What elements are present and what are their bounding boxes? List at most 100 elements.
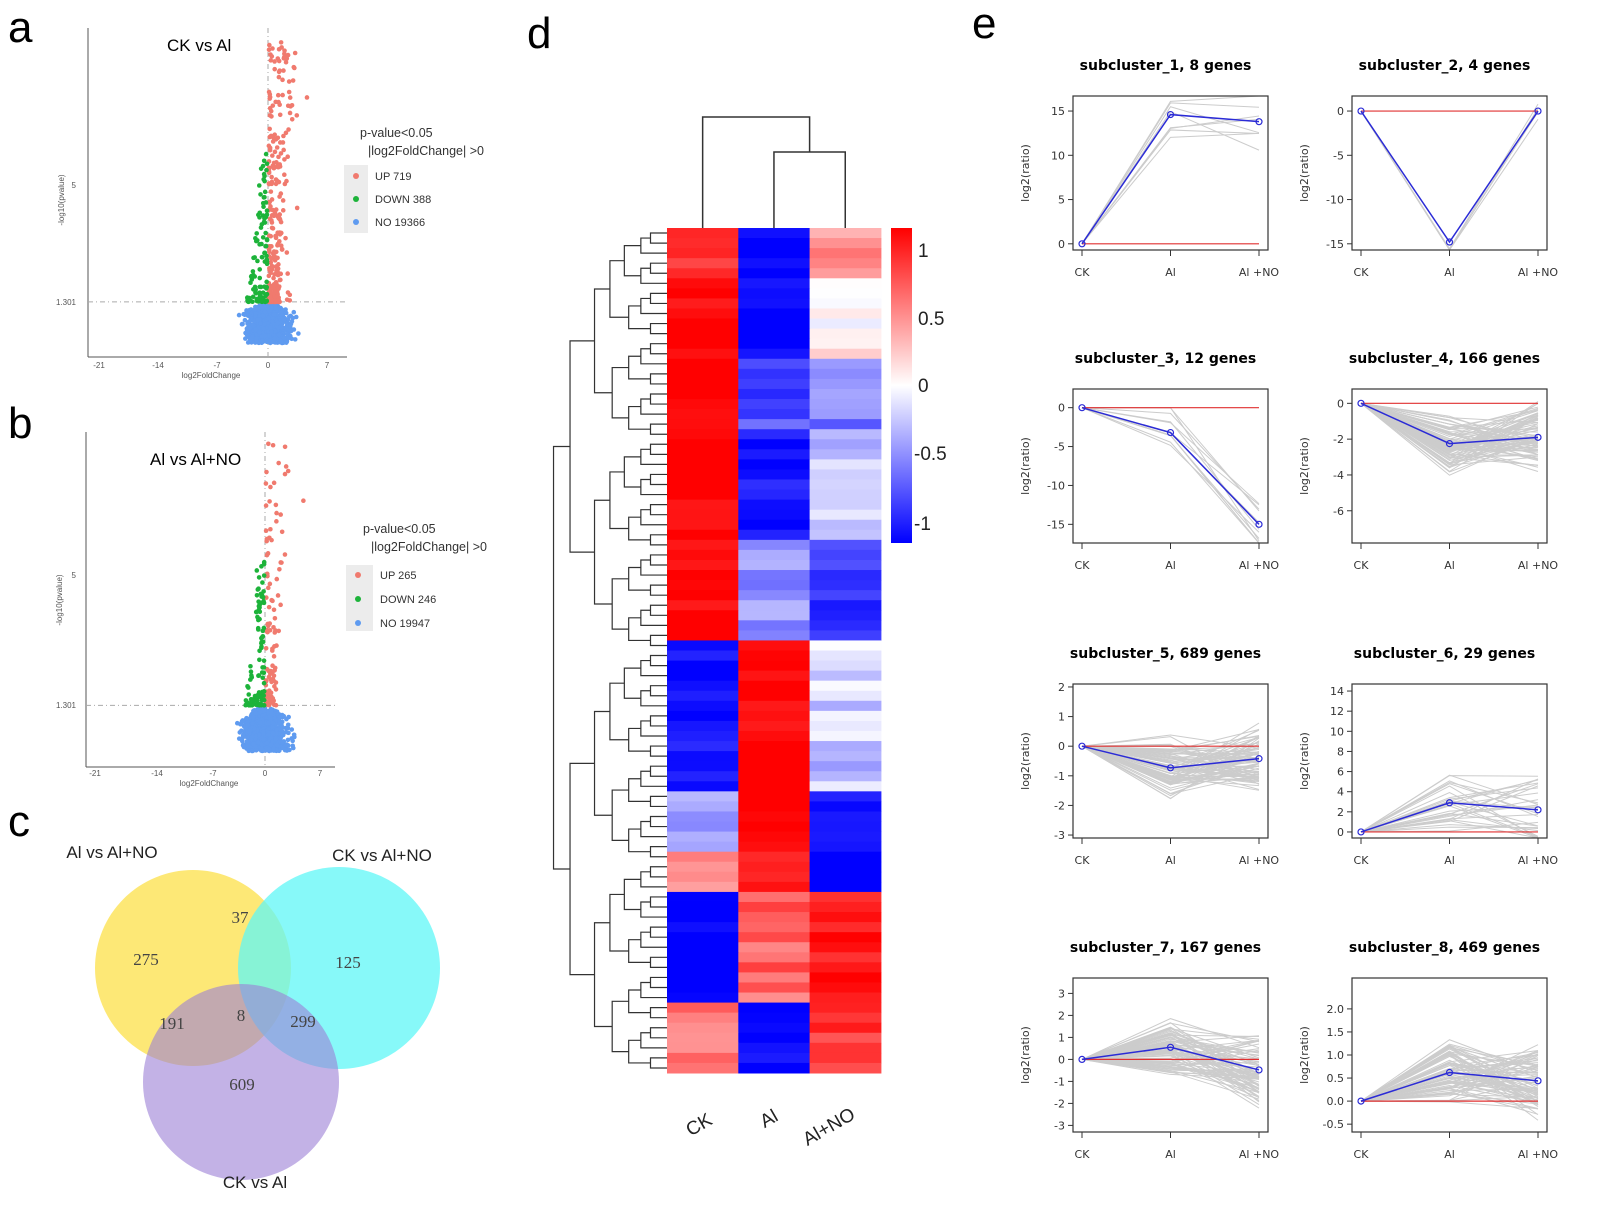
volcano-point-down xyxy=(250,697,255,702)
row-dendrogram-branch xyxy=(609,893,629,952)
heatmap-cell xyxy=(667,429,739,440)
volcano-point-no xyxy=(269,710,274,716)
volcano-point-no xyxy=(271,746,276,752)
volcano-point-up xyxy=(268,189,274,194)
gene-profile-line xyxy=(1081,745,1260,778)
volcano-point-no xyxy=(296,331,301,336)
volcano-point-up xyxy=(277,299,282,305)
volcano-point-down xyxy=(246,685,251,690)
heatmap-cell xyxy=(738,901,811,913)
x-tick-label: Al xyxy=(1444,854,1455,867)
x-tick-label: Al xyxy=(1444,266,1455,279)
volcano-point-up xyxy=(285,468,291,474)
heatmap-cell xyxy=(667,459,739,470)
heatmap-cell xyxy=(738,1052,811,1064)
heatmap-cell xyxy=(809,771,882,782)
y-tick-label: 1.0 xyxy=(1327,1049,1345,1062)
volcano-point-no xyxy=(271,312,277,317)
row-dendrogram-branch xyxy=(649,322,667,335)
volcano-point-down xyxy=(257,267,263,272)
volcano-point-up xyxy=(273,502,279,508)
y-axis-label: -log10(pvalue) xyxy=(55,574,64,625)
heatmap-cell xyxy=(738,992,811,1004)
volcano-point-down xyxy=(247,296,252,302)
x-tick-label: CK xyxy=(1075,854,1091,867)
heatmap-cell xyxy=(667,801,739,812)
heatmap-cell xyxy=(738,499,811,511)
volcano-point-down xyxy=(255,627,261,632)
volcano-point-down xyxy=(256,575,262,580)
legend-item-up: UP 719 xyxy=(375,171,412,183)
gene-profile-line xyxy=(1081,1055,1260,1093)
row-dendrogram-branch xyxy=(640,1032,667,1049)
mean-point xyxy=(1357,828,1365,836)
volcano-point-up xyxy=(267,42,272,48)
heatmap-cell xyxy=(738,268,811,279)
volcano-point-up xyxy=(284,178,289,184)
legend-item-down: DOWN 388 xyxy=(375,194,431,206)
volcano-point-no xyxy=(286,730,291,736)
row-dendrogram-branch xyxy=(640,901,667,918)
volcano-point-down xyxy=(248,677,253,682)
heatmap-cell xyxy=(809,378,882,390)
volcano-point-up xyxy=(282,48,287,53)
volcano-point-down xyxy=(262,250,268,256)
volcano-point-up xyxy=(269,537,274,543)
legend-item-up: UP 265 xyxy=(380,570,417,582)
row-dendrogram-branch xyxy=(649,634,667,647)
legend-marker-down xyxy=(355,596,361,602)
volcano-point-down xyxy=(264,291,270,297)
heatmap-cell xyxy=(738,801,811,812)
x-tick-label: CK xyxy=(1354,266,1370,279)
row-dendrogram-branch xyxy=(623,667,641,699)
gene-profile-line xyxy=(1360,402,1539,436)
volcano-point-up xyxy=(292,50,298,56)
volcano-point-no xyxy=(240,321,245,327)
volcano-point-no xyxy=(257,330,262,335)
heatmap-cell xyxy=(667,590,739,601)
heatmap-cell xyxy=(667,821,739,833)
x-tick: 7 xyxy=(325,361,330,370)
x-tick-label: Al +NO xyxy=(1239,854,1280,867)
heatmap-cell xyxy=(809,700,882,712)
row-dendrogram-branch xyxy=(640,509,667,526)
y-tick-label: -1 xyxy=(1054,770,1065,783)
heatmap-cell xyxy=(809,660,882,672)
row-dendrogram-branch xyxy=(649,1027,667,1039)
gene-profile-line xyxy=(1360,103,1539,250)
volcano-point-up xyxy=(271,678,277,684)
heatmap-cell xyxy=(738,368,811,380)
heatmap-cell xyxy=(738,1032,811,1044)
volcano-point-down xyxy=(253,287,259,292)
mean-point xyxy=(1534,433,1542,441)
volcano-point-up xyxy=(268,233,274,239)
venn-count: 299 xyxy=(290,1012,316,1031)
volcano-point-up xyxy=(279,247,285,252)
y-tick: 1.301 xyxy=(56,701,77,710)
volcano-point-no xyxy=(281,317,287,323)
volcano-point-down xyxy=(258,284,264,290)
volcano-point-down xyxy=(256,673,262,678)
heatmap-cell xyxy=(667,1032,739,1044)
heatmap-cell xyxy=(809,539,882,551)
volcano-point-up xyxy=(270,442,276,448)
row-dendrogram-branch xyxy=(552,445,571,870)
volcano-point-up xyxy=(276,46,282,52)
volcano-point-up xyxy=(272,665,278,671)
row-dendrogram-branch xyxy=(649,866,667,878)
volcano-point-no xyxy=(280,732,286,738)
heatmap-cell xyxy=(738,489,811,501)
gene-profile-line xyxy=(1081,734,1260,749)
heatmap-cell xyxy=(738,278,811,289)
mean-point xyxy=(1078,1055,1086,1064)
volcano-point-no xyxy=(276,332,282,338)
volcano-point-down xyxy=(262,189,268,195)
volcano-point-up xyxy=(266,441,271,447)
row-dendrogram-branch xyxy=(628,727,651,752)
heatmap-cell xyxy=(809,891,882,903)
gene-profile-line xyxy=(1081,407,1260,544)
volcano-point-up xyxy=(278,151,284,156)
volcano-point-up xyxy=(304,95,310,100)
heatmap-cell xyxy=(738,479,811,491)
volcano-point-up xyxy=(281,133,286,139)
